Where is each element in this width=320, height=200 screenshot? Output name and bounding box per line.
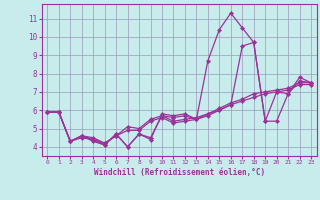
X-axis label: Windchill (Refroidissement éolien,°C): Windchill (Refroidissement éolien,°C) bbox=[94, 168, 265, 177]
